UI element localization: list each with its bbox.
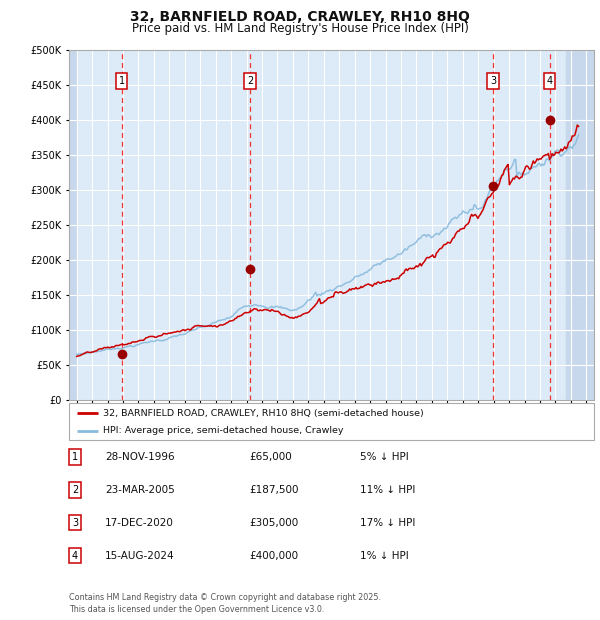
Bar bbox=[69, 50, 77, 400]
Text: 1: 1 bbox=[72, 452, 78, 462]
Text: HPI: Average price, semi-detached house, Crawley: HPI: Average price, semi-detached house,… bbox=[103, 427, 344, 435]
Text: 15-AUG-2024: 15-AUG-2024 bbox=[105, 551, 175, 560]
Text: 2: 2 bbox=[72, 485, 78, 495]
Text: 28-NOV-1996: 28-NOV-1996 bbox=[105, 452, 175, 462]
Text: 1% ↓ HPI: 1% ↓ HPI bbox=[360, 551, 409, 560]
Text: £65,000: £65,000 bbox=[249, 452, 292, 462]
Text: 23-MAR-2005: 23-MAR-2005 bbox=[105, 485, 175, 495]
Text: 4: 4 bbox=[72, 551, 78, 560]
Bar bbox=[566, 50, 594, 400]
Text: £305,000: £305,000 bbox=[249, 518, 298, 528]
Text: £400,000: £400,000 bbox=[249, 551, 298, 560]
Text: 3: 3 bbox=[72, 518, 78, 528]
Text: 1: 1 bbox=[119, 76, 125, 86]
Text: 32, BARNFIELD ROAD, CRAWLEY, RH10 8HQ (semi-detached house): 32, BARNFIELD ROAD, CRAWLEY, RH10 8HQ (s… bbox=[103, 409, 424, 417]
Text: 32, BARNFIELD ROAD, CRAWLEY, RH10 8HQ: 32, BARNFIELD ROAD, CRAWLEY, RH10 8HQ bbox=[130, 10, 470, 24]
Text: Contains HM Land Registry data © Crown copyright and database right 2025.
This d: Contains HM Land Registry data © Crown c… bbox=[69, 593, 381, 614]
Text: Price paid vs. HM Land Registry's House Price Index (HPI): Price paid vs. HM Land Registry's House … bbox=[131, 22, 469, 35]
Text: 3: 3 bbox=[490, 76, 496, 86]
FancyBboxPatch shape bbox=[69, 403, 594, 440]
Text: £187,500: £187,500 bbox=[249, 485, 299, 495]
Text: 2: 2 bbox=[247, 76, 253, 86]
Text: 4: 4 bbox=[547, 76, 553, 86]
Text: 17-DEC-2020: 17-DEC-2020 bbox=[105, 518, 174, 528]
Text: 17% ↓ HPI: 17% ↓ HPI bbox=[360, 518, 415, 528]
Text: 5% ↓ HPI: 5% ↓ HPI bbox=[360, 452, 409, 462]
Text: 11% ↓ HPI: 11% ↓ HPI bbox=[360, 485, 415, 495]
